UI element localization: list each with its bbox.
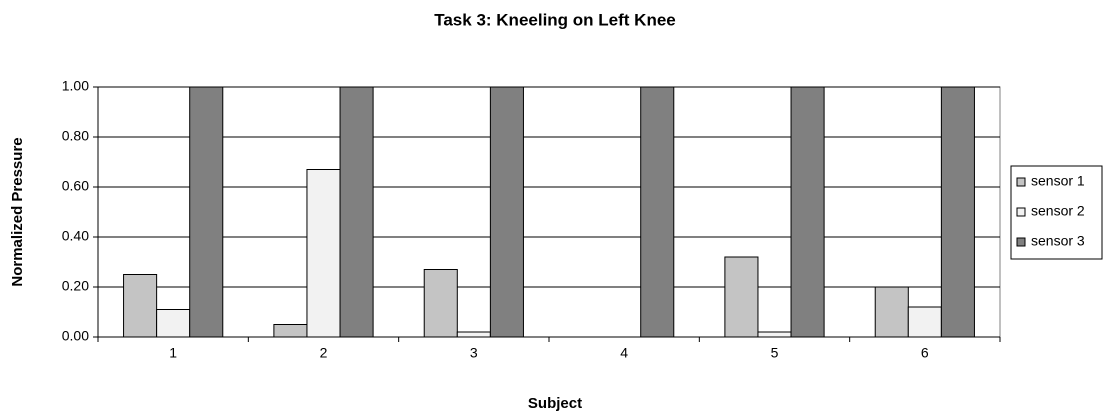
bar [790, 86, 825, 338]
x-tick-label: 5 [771, 345, 779, 361]
legend-swatch [1016, 237, 1026, 247]
x-tick-label: 6 [921, 345, 929, 361]
bar [339, 86, 374, 338]
legend-label: sensor 1 [1031, 173, 1085, 189]
bar [640, 86, 675, 338]
bar [306, 169, 341, 338]
bar [156, 309, 191, 338]
x-axis-title: Subject [528, 395, 582, 412]
bar [907, 306, 942, 338]
legend-box [1010, 165, 1103, 260]
y-tick-label: 0.00 [62, 328, 89, 344]
x-tick-label: 4 [620, 345, 628, 361]
y-tick-label: 1.00 [62, 78, 89, 94]
y-tick-label: 0.20 [62, 278, 89, 294]
bar [123, 274, 158, 338]
bar [423, 269, 458, 338]
bar [273, 324, 308, 338]
legend-label: sensor 2 [1031, 203, 1085, 219]
plot-frame [97, 86, 1001, 338]
chart-title: Task 3: Kneeling on Left Knee [434, 10, 676, 29]
bar [724, 256, 759, 338]
y-tick-label: 0.40 [62, 228, 89, 244]
bar [940, 86, 975, 338]
bar [874, 286, 909, 338]
bar [456, 331, 491, 338]
legend-label: sensor 3 [1031, 233, 1085, 249]
legend-swatch [1016, 207, 1026, 217]
y-axis-title: Normalized Pressure [9, 137, 26, 286]
x-tick-label: 3 [470, 345, 478, 361]
legend-swatch [1016, 177, 1026, 187]
y-tick-label: 0.60 [62, 178, 89, 194]
x-tick-label: 2 [320, 345, 328, 361]
y-tick-label: 0.80 [62, 128, 89, 144]
x-tick-label: 1 [169, 345, 177, 361]
bar [757, 331, 792, 338]
bar [189, 86, 224, 338]
bar [489, 86, 524, 338]
